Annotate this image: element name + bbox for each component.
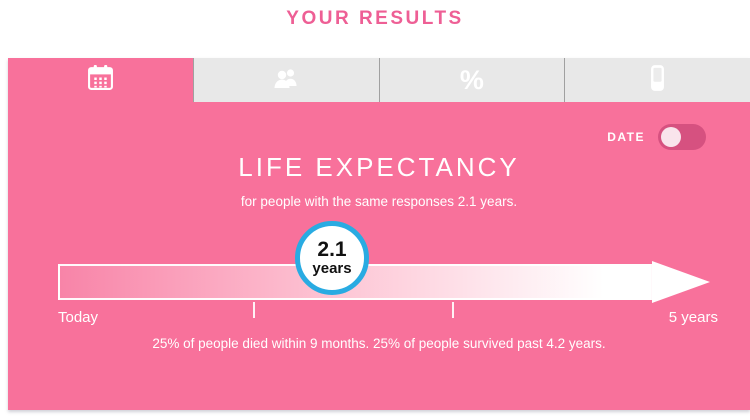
results-tabbar: % [8,58,750,102]
page-title: YOUR RESULTS [286,8,464,29]
results-panel: % DATE LIFE EXPECTANCY for people with t… [8,58,750,410]
toggle-knob [661,127,681,147]
bar-arrowhead-icon [652,261,710,303]
life-expectancy-subheading: for people with the same responses 2.1 y… [240,194,518,209]
percent-icon: % [459,64,484,95]
quartile-caption: 25% of people died within 9 months. 25% … [152,336,606,351]
timeline-tick [253,302,255,318]
date-toggle-switch[interactable] [658,124,706,150]
date-toggle-row: DATE [607,124,706,150]
tab-people[interactable] [192,58,379,102]
timeline-end-label: 5 years [668,309,718,326]
life-expectancy-badge: 2.1 years [295,221,369,295]
timeline-tick [452,302,454,318]
badge-value: 2.1 [317,238,347,262]
people-icon [271,65,301,96]
tab-percent[interactable]: % [378,58,565,102]
date-toggle-label: DATE [607,130,645,144]
calendar-icon [87,64,114,96]
badge-unit: years [312,260,352,278]
device-icon [650,64,665,97]
tab-calendar[interactable] [8,58,193,102]
life-expectancy-heading: LIFE EXPECTANCY [238,152,520,182]
tab-device[interactable] [564,58,750,102]
timeline-start-label: Today [58,309,99,326]
